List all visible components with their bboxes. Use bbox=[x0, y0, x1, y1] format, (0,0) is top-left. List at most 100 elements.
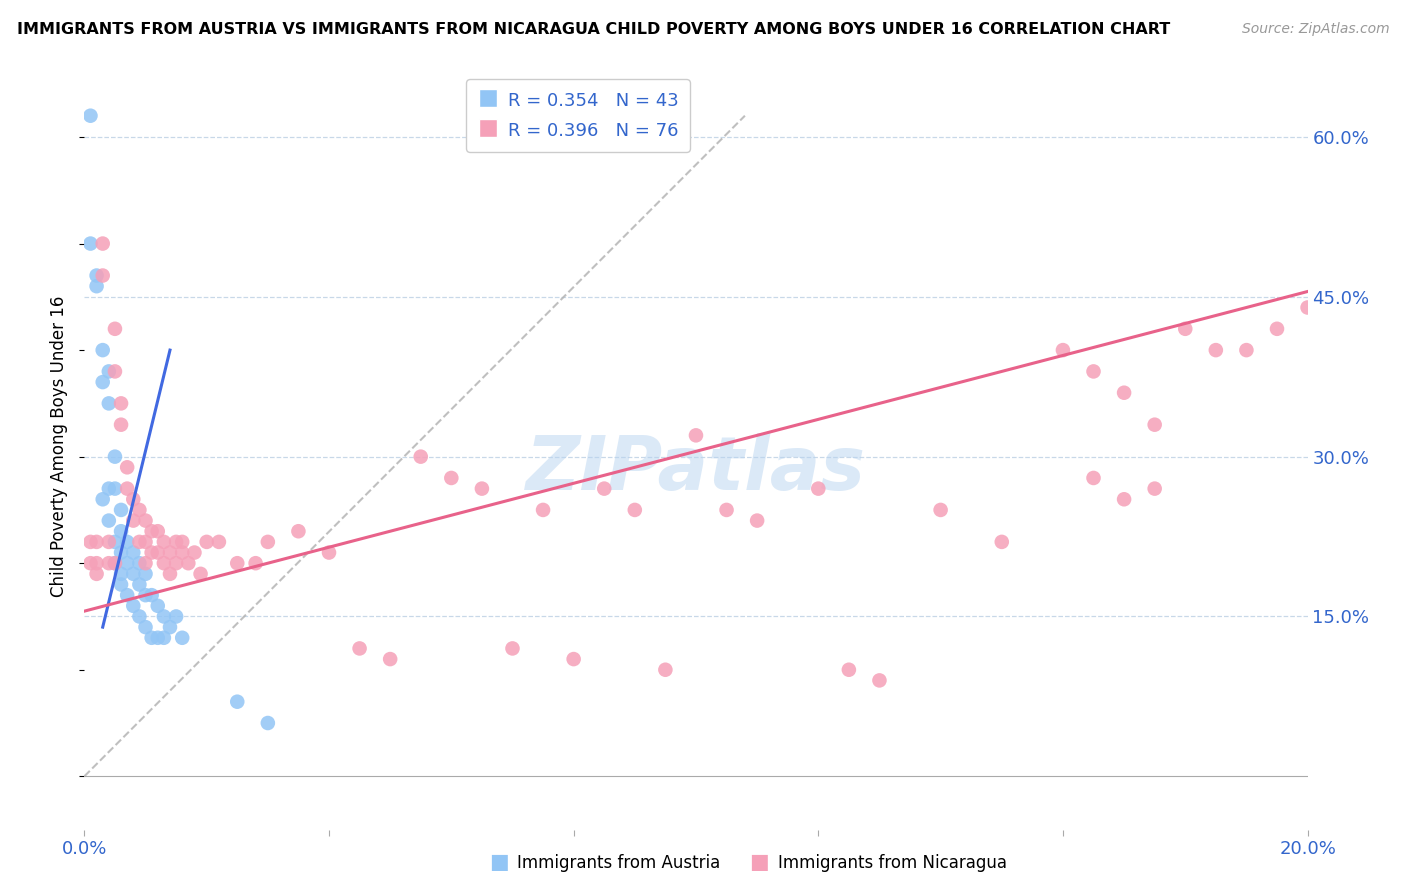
Point bbox=[1143, 482, 1166, 496]
Point bbox=[1236, 343, 1258, 358]
Point bbox=[91, 268, 114, 283]
Point bbox=[1143, 417, 1166, 432]
Point bbox=[91, 492, 114, 507]
Point bbox=[172, 631, 194, 645]
Point bbox=[141, 524, 163, 539]
Point bbox=[79, 109, 101, 123]
Point bbox=[1083, 471, 1105, 485]
Point bbox=[318, 545, 340, 559]
Point bbox=[624, 503, 647, 517]
Point bbox=[165, 535, 187, 549]
Point bbox=[1114, 492, 1136, 507]
Point bbox=[86, 556, 108, 570]
Point bbox=[122, 566, 145, 581]
Point bbox=[159, 545, 181, 559]
Point bbox=[115, 556, 138, 570]
Point bbox=[531, 503, 554, 517]
Point bbox=[115, 482, 138, 496]
Text: ZIPatlas: ZIPatlas bbox=[526, 433, 866, 506]
Point bbox=[172, 535, 194, 549]
Point bbox=[165, 609, 187, 624]
Point bbox=[1083, 364, 1105, 378]
Point bbox=[79, 556, 101, 570]
Point bbox=[208, 535, 231, 549]
Point bbox=[104, 535, 127, 549]
Point bbox=[929, 503, 952, 517]
Point bbox=[110, 396, 132, 410]
Point bbox=[869, 673, 891, 688]
Point bbox=[502, 641, 524, 656]
Point bbox=[159, 566, 181, 581]
Point bbox=[122, 514, 145, 528]
Point bbox=[153, 535, 176, 549]
Point bbox=[177, 556, 200, 570]
Point bbox=[141, 631, 163, 645]
Point bbox=[1205, 343, 1227, 358]
Text: ■: ■ bbox=[749, 853, 769, 872]
Point bbox=[97, 482, 120, 496]
Point bbox=[685, 428, 707, 442]
Text: Immigrants from Austria: Immigrants from Austria bbox=[517, 855, 721, 872]
Point bbox=[128, 609, 150, 624]
Point bbox=[110, 503, 132, 517]
Text: Immigrants from Nicaragua: Immigrants from Nicaragua bbox=[778, 855, 1007, 872]
Point bbox=[110, 417, 132, 432]
Point bbox=[110, 577, 132, 591]
Point bbox=[146, 545, 169, 559]
Point bbox=[79, 535, 101, 549]
Point bbox=[135, 535, 157, 549]
Point bbox=[122, 599, 145, 613]
Point bbox=[135, 620, 157, 634]
Point bbox=[86, 268, 108, 283]
Point bbox=[838, 663, 860, 677]
Point bbox=[104, 322, 127, 336]
Point bbox=[110, 545, 132, 559]
Point bbox=[122, 545, 145, 559]
Point bbox=[97, 364, 120, 378]
Point bbox=[128, 577, 150, 591]
Point bbox=[245, 556, 267, 570]
Point bbox=[104, 556, 127, 570]
Text: IMMIGRANTS FROM AUSTRIA VS IMMIGRANTS FROM NICARAGUA CHILD POVERTY AMONG BOYS UN: IMMIGRANTS FROM AUSTRIA VS IMMIGRANTS FR… bbox=[17, 22, 1170, 37]
Point bbox=[97, 556, 120, 570]
Point bbox=[380, 652, 402, 666]
Y-axis label: Child Poverty Among Boys Under 16: Child Poverty Among Boys Under 16 bbox=[51, 295, 69, 597]
Point bbox=[991, 535, 1014, 549]
Text: Source: ZipAtlas.com: Source: ZipAtlas.com bbox=[1241, 22, 1389, 37]
Point bbox=[146, 599, 169, 613]
Point bbox=[287, 524, 309, 539]
Point bbox=[128, 556, 150, 570]
Point bbox=[135, 588, 157, 602]
Point bbox=[97, 535, 120, 549]
Point bbox=[747, 514, 769, 528]
Point bbox=[86, 279, 108, 293]
Point bbox=[86, 566, 108, 581]
Point bbox=[471, 482, 494, 496]
Point bbox=[226, 695, 249, 709]
Point bbox=[1296, 301, 1319, 315]
Text: ■: ■ bbox=[489, 853, 509, 872]
Point bbox=[190, 566, 212, 581]
Point bbox=[159, 620, 181, 634]
Point bbox=[115, 535, 138, 549]
Point bbox=[128, 503, 150, 517]
Legend: R = 0.354   N = 43, R = 0.396   N = 76: R = 0.354 N = 43, R = 0.396 N = 76 bbox=[467, 79, 689, 152]
Point bbox=[91, 375, 114, 389]
Point bbox=[440, 471, 463, 485]
Point bbox=[115, 588, 138, 602]
Point bbox=[135, 566, 157, 581]
Point bbox=[135, 514, 157, 528]
Point bbox=[593, 482, 616, 496]
Point bbox=[153, 631, 176, 645]
Point bbox=[91, 343, 114, 358]
Point bbox=[165, 556, 187, 570]
Point bbox=[409, 450, 432, 464]
Point bbox=[1052, 343, 1074, 358]
Point bbox=[716, 503, 738, 517]
Point bbox=[226, 556, 249, 570]
Point bbox=[122, 492, 145, 507]
Point bbox=[146, 524, 169, 539]
Point bbox=[91, 236, 114, 251]
Point bbox=[86, 535, 108, 549]
Point bbox=[135, 556, 157, 570]
